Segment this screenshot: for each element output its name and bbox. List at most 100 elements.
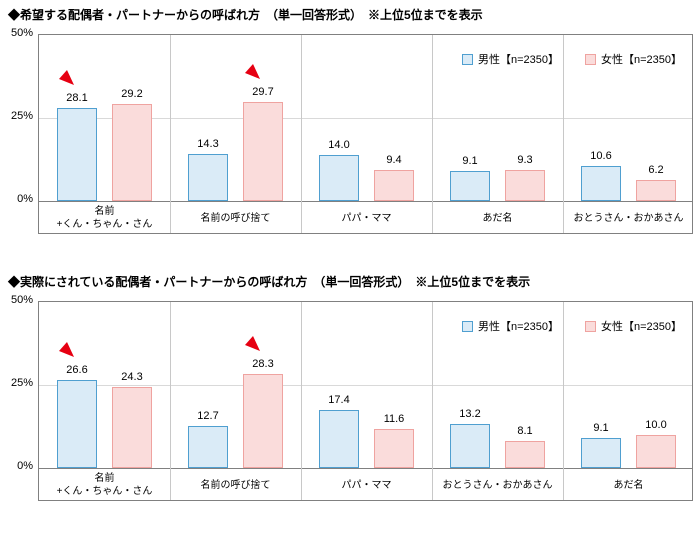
chart-title-desired: ◆希望する配偶者・パートナーからの呼ばれ方 （単一回答形式） ※上位5位までを表… <box>8 8 483 22</box>
bar-value-label: 9.1 <box>593 421 609 434</box>
bar-male <box>57 107 97 201</box>
bar-value-label: 14.0 <box>328 138 350 151</box>
category-label-line: 名前 <box>94 206 115 217</box>
legend-item: 男性【n=2350】 <box>461 51 559 67</box>
category-label: パパ・ママ <box>301 202 432 234</box>
category-label: パパ・ママ <box>301 469 432 501</box>
category-separator <box>301 35 302 233</box>
legend-item: 女性【n=2350】 <box>584 318 682 334</box>
bar-female <box>243 374 283 468</box>
bar-value-label: 17.4 <box>328 394 350 407</box>
bar-male <box>188 153 228 201</box>
legend-label: 女性【n=2350】 <box>600 321 682 333</box>
bar-value-label: 29.2 <box>121 88 143 101</box>
category-label-line: あだ名 <box>482 212 513 224</box>
category-label-line: +くん・ちゃん・さん <box>56 486 153 497</box>
y-tick-label: 25% <box>10 377 33 389</box>
legend-item: 女性【n=2350】 <box>584 51 682 67</box>
category-label: おとうさん・おかあさん <box>563 202 694 234</box>
bar-value-label: 10.6 <box>590 149 612 162</box>
bar-male <box>581 437 621 468</box>
category-label: あだ名 <box>432 202 563 234</box>
bar-female <box>243 102 283 201</box>
bar-male <box>450 424 490 468</box>
bar-female <box>505 170 545 201</box>
category-label: あだ名 <box>563 469 694 501</box>
category-separator <box>563 302 564 500</box>
category-label: おとうさん・おかあさん <box>432 469 563 501</box>
bar-value-label: 9.3 <box>517 154 533 167</box>
category-label: 名前の呼び捨て <box>170 469 301 501</box>
y-tick-label: 50% <box>10 294 33 306</box>
category-label-line: パパ・ママ <box>341 479 392 491</box>
bar-male <box>319 410 359 468</box>
bar-value-label: 29.7 <box>252 86 274 99</box>
bar-female <box>505 441 545 468</box>
legend: 男性【n=2350】 女性【n=2350】 <box>461 318 682 334</box>
chart-plot-actual: 名前 +くん・ちゃん・さん 名前の呼び捨て パパ・ママ おとうさん・おかあさん あだ名 26… <box>38 301 693 501</box>
legend-swatch-female <box>584 53 596 65</box>
bar-value-label: 6.2 <box>648 164 664 177</box>
y-tick-label: 0% <box>17 460 33 472</box>
category-separator <box>432 302 433 500</box>
bar-value-label: 28.3 <box>252 358 274 371</box>
bar-male <box>188 425 228 468</box>
highlight-arrow-icon <box>55 68 75 88</box>
chart-desired-names: ◆希望する配偶者・パートナーからの呼ばれ方 （単一回答形式） ※上位5位までを表… <box>0 0 700 266</box>
bar-value-label: 13.2 <box>459 408 481 421</box>
bar-value-label: 10.0 <box>645 418 667 431</box>
legend-swatch-female <box>584 320 596 332</box>
category-separator <box>563 35 564 233</box>
y-tick-label: 25% <box>10 110 33 122</box>
bar-value-label: 9.4 <box>386 153 402 166</box>
bar-value-label: 8.1 <box>517 425 533 438</box>
bar-value-label: 28.1 <box>66 91 88 104</box>
highlight-arrow-icon <box>55 340 75 360</box>
bar-male <box>450 170 490 201</box>
bar-value-label: 26.6 <box>66 363 88 376</box>
category-label-line: 名前の呼び捨て <box>200 212 271 224</box>
bar-value-label: 24.3 <box>121 371 143 384</box>
category-separator <box>170 35 171 233</box>
bar-male <box>581 165 621 201</box>
chart-title-actual: ◆実際にされている配偶者・パートナーからの呼ばれ方 （単一回答形式） ※上位5位… <box>8 275 531 289</box>
legend-item: 男性【n=2350】 <box>461 318 559 334</box>
y-tick-label: 0% <box>17 193 33 205</box>
gridline <box>39 118 692 119</box>
bar-male <box>57 379 97 468</box>
bar-male <box>319 154 359 201</box>
bar-female <box>112 104 152 201</box>
category-separator <box>301 302 302 500</box>
category-label-line: おとうさん・おかあさん <box>573 212 684 224</box>
category-label-line: 名前 <box>94 473 115 484</box>
bar-value-label: 9.1 <box>462 154 478 167</box>
bar-female <box>636 180 676 201</box>
category-label-line: おとうさん・おかあさん <box>442 479 553 491</box>
bar-value-label: 12.7 <box>197 409 219 422</box>
bar-female <box>374 429 414 468</box>
category-separator <box>432 35 433 233</box>
legend-label: 男性【n=2350】 <box>477 321 559 333</box>
bar-value-label: 11.6 <box>383 413 405 426</box>
y-tick-label: 50% <box>10 27 33 39</box>
legend-label: 女性【n=2350】 <box>600 54 682 66</box>
bar-female <box>112 387 152 468</box>
highlight-arrow-icon <box>241 62 261 82</box>
x-axis-line <box>39 468 692 469</box>
category-label: 名前の呼び捨て <box>170 202 301 234</box>
category-label-line: 名前の呼び捨て <box>200 479 271 491</box>
chart-plot-desired: 名前 +くん・ちゃん・さん 名前の呼び捨て パパ・ママ あだ名 おとうさん・おかあさん 28… <box>38 34 693 234</box>
bar-value-label: 14.3 <box>197 137 219 150</box>
legend-swatch-male <box>461 320 473 332</box>
bar-female <box>374 169 414 201</box>
legend: 男性【n=2350】 女性【n=2350】 <box>461 51 682 67</box>
category-label-line: パパ・ママ <box>341 212 392 224</box>
category-label-line: +くん・ちゃん・さん <box>56 219 153 230</box>
gridline <box>39 385 692 386</box>
x-axis-line <box>39 201 692 202</box>
bar-female <box>636 434 676 468</box>
category-label: 名前 +くん・ちゃん・さん <box>39 469 170 501</box>
category-label: 名前 +くん・ちゃん・さん <box>39 202 170 234</box>
legend-swatch-male <box>461 53 473 65</box>
chart-actual-names: ◆実際にされている配偶者・パートナーからの呼ばれ方 （単一回答形式） ※上位5位… <box>0 267 700 533</box>
